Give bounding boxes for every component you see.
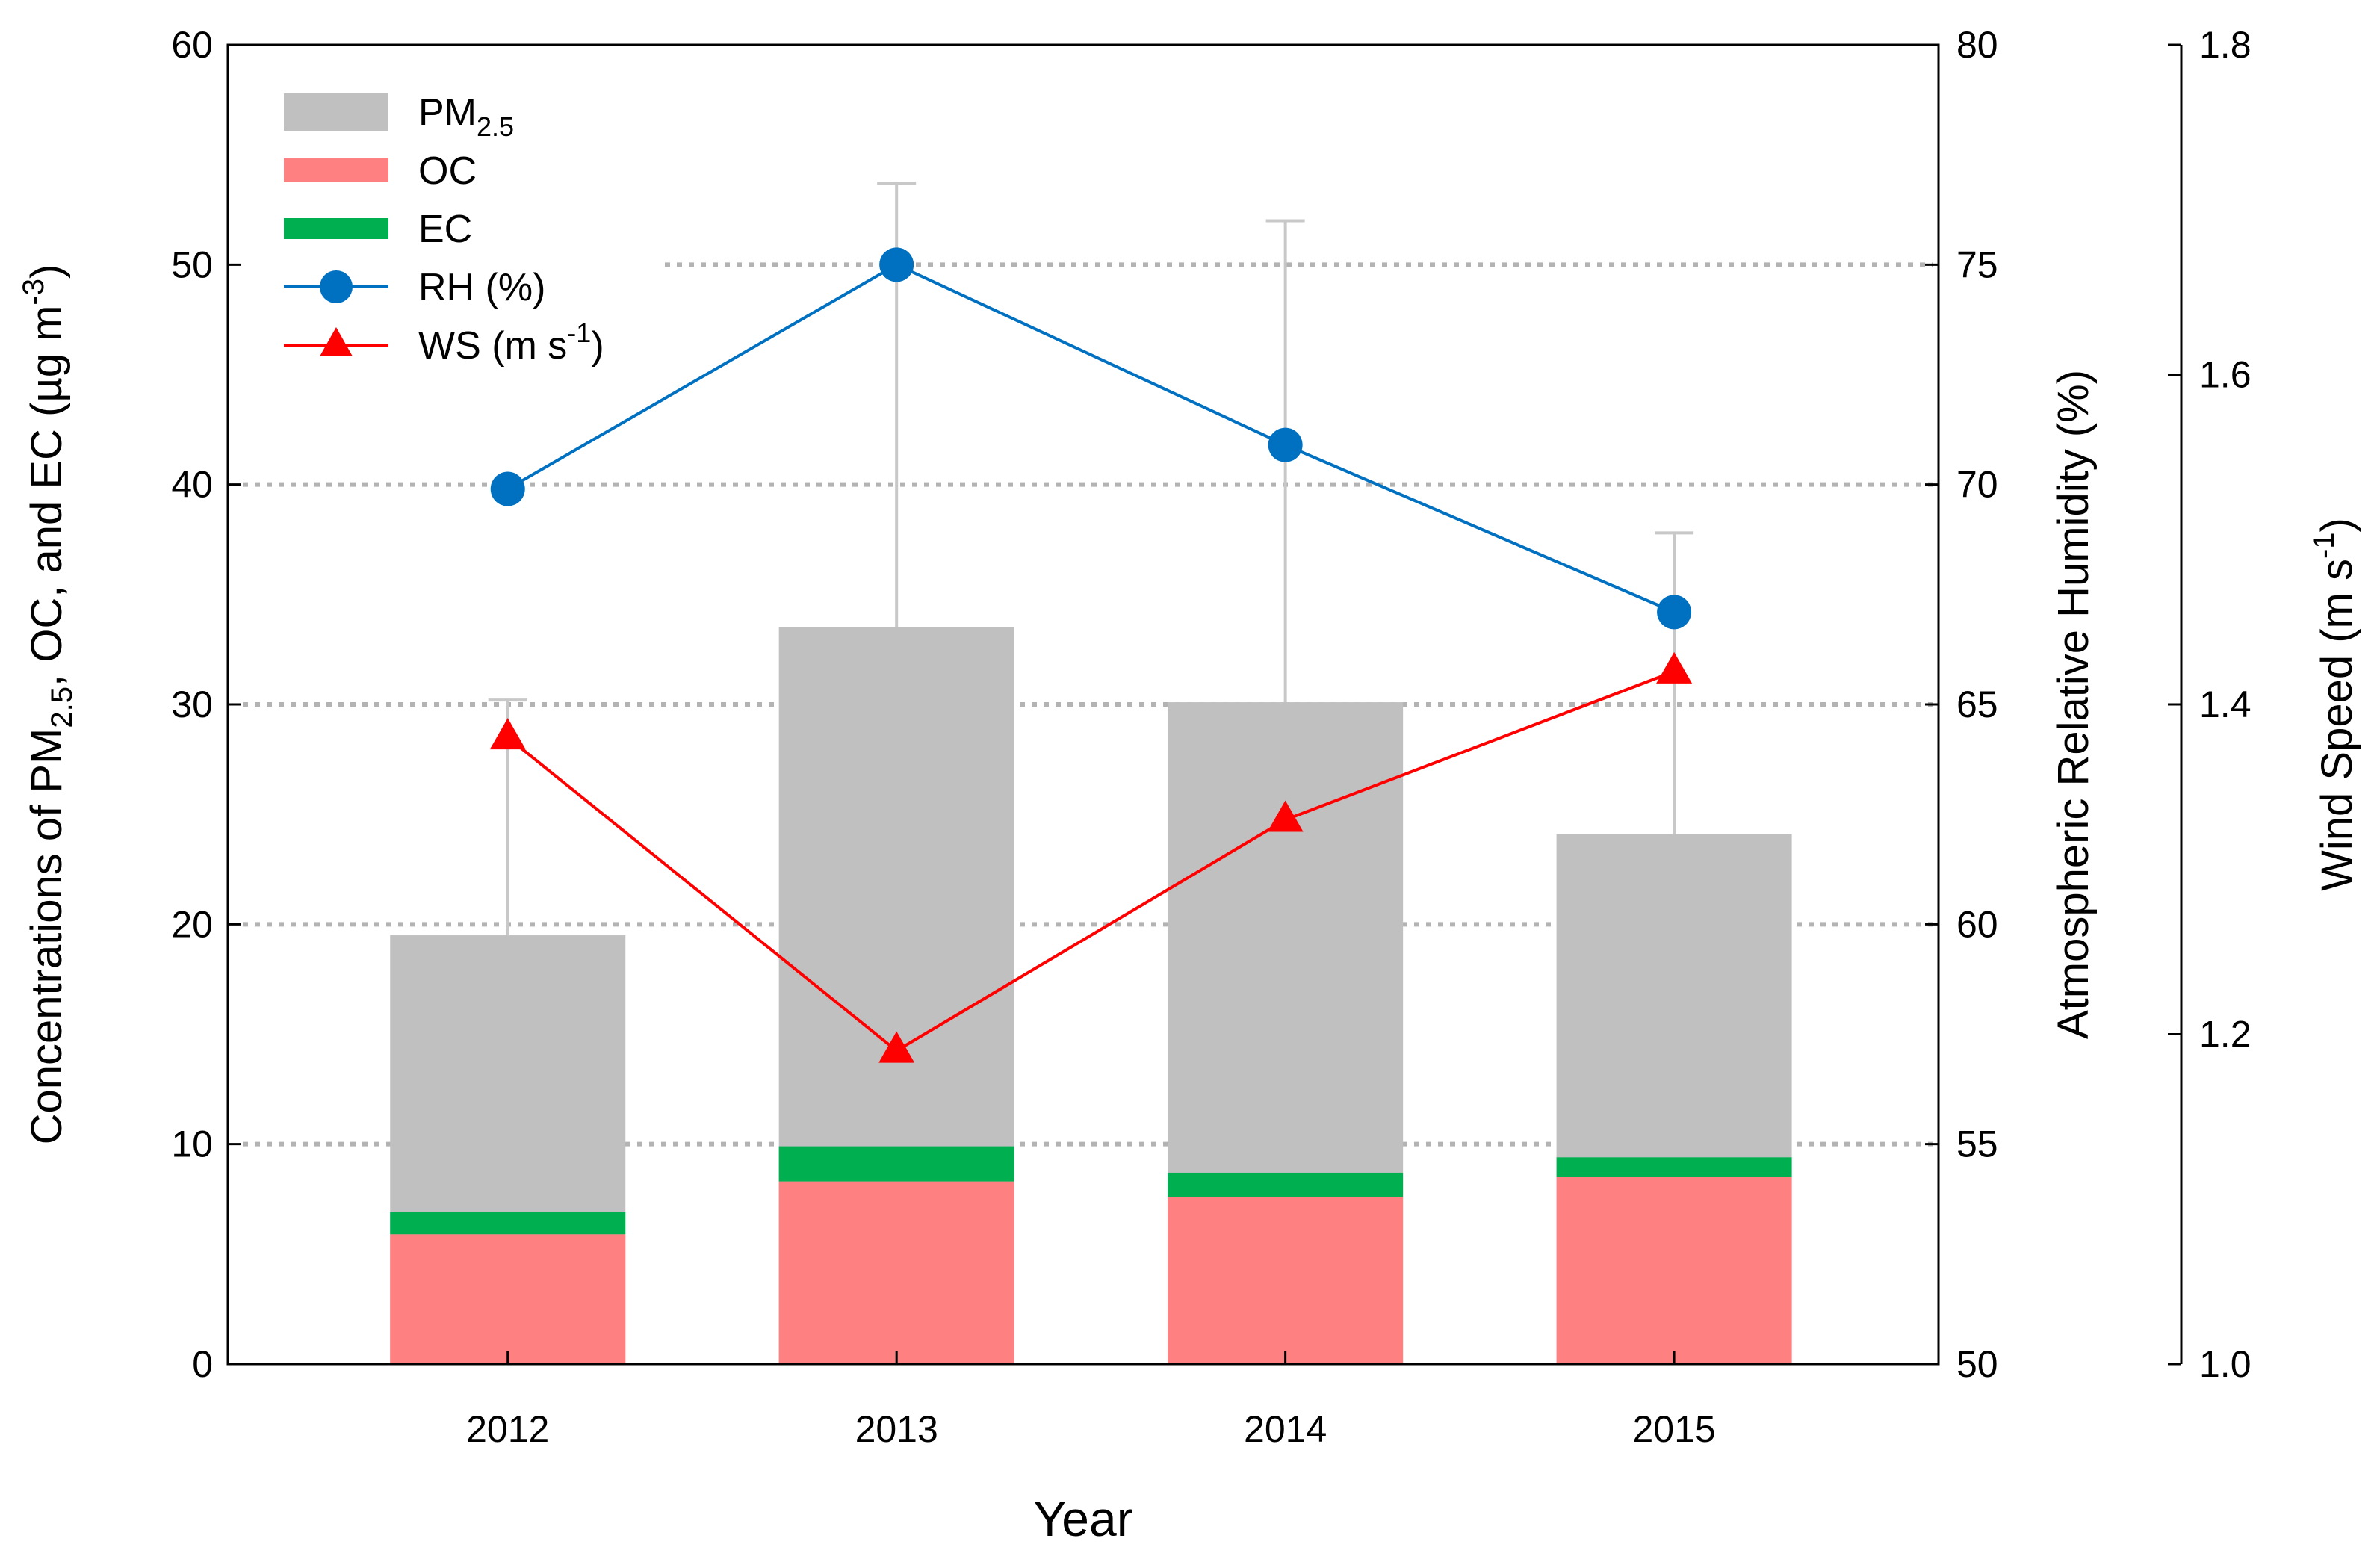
right1-tick-label: 65	[1956, 684, 1998, 725]
x-axis-title: Year	[1033, 1491, 1132, 1546]
right1-tick-label: 80	[1956, 24, 1998, 66]
bar-ec-2014	[1168, 1172, 1404, 1197]
right1-tick-label: 70	[1956, 464, 1998, 506]
left-axis-title: Concentrations of PM2.5, OC, and EC (µg …	[17, 264, 78, 1145]
x-tick-label: 2014	[1244, 1408, 1327, 1450]
right1-tick-label: 60	[1956, 903, 1998, 945]
legend-swatch-pm25	[284, 93, 388, 131]
right2-tick-label: 1.2	[2199, 1014, 2252, 1056]
bar-oc-2015	[1556, 1177, 1792, 1364]
ws-line	[506, 669, 1675, 1053]
error-bars	[488, 182, 1694, 936]
rh-marker-2014	[1268, 427, 1303, 462]
grid-lines	[243, 262, 1933, 1147]
left-tick-label: 60	[171, 24, 213, 66]
legend-marker-ws	[320, 327, 353, 356]
left-tick-label: 50	[171, 244, 213, 285]
legend-marker-rh	[320, 270, 353, 303]
bar-oc-2013	[778, 1181, 1014, 1364]
legend-label: PM2.5	[418, 91, 514, 142]
bar-oc-2012	[390, 1234, 626, 1364]
right-axis-title-humidity: Atmospheric Relative Humidity (%)	[2049, 370, 2098, 1039]
left-tick-label: 30	[171, 684, 213, 725]
rh-marker-2013	[879, 247, 914, 282]
left-tick-label: 0	[192, 1343, 213, 1385]
right-axis-title-wind-speed: Wind Speed (m s-1)	[2308, 518, 2361, 891]
right2-tick-label: 1.6	[2199, 354, 2252, 396]
bar-ec-2012	[390, 1212, 626, 1235]
axis-ticks: 0 10 20 30 40 50 60 50 55 60 65 70 75 80 1.0 1.2 1.4 1.6 1…	[171, 24, 2251, 1450]
right2-tick-label: 1.0	[2199, 1343, 2252, 1385]
right2-tick-label: 1.8	[2199, 24, 2252, 66]
ws-marker-2015	[1656, 651, 1693, 684]
x-tick-label: 2012	[466, 1408, 549, 1450]
legend: PM2.5 OC EC RH (%) WS (m s-1)	[284, 91, 604, 368]
legend-swatch-oc	[284, 158, 388, 182]
legend-swatch-ec	[284, 218, 388, 239]
left-tick-label: 40	[171, 464, 213, 506]
x-tick-label: 2015	[1632, 1408, 1715, 1450]
ws-marker-2014	[1267, 800, 1304, 832]
rh-marker-2012	[490, 471, 525, 506]
rh-marker-2015	[1657, 595, 1692, 630]
line-series	[489, 247, 1693, 1063]
bar-ec-2013	[778, 1146, 1014, 1182]
legend-label: EC	[418, 208, 472, 251]
legend-label: WS (m s-1)	[418, 317, 604, 368]
left-tick-label: 20	[171, 903, 213, 945]
ws-marker-2013	[878, 1031, 915, 1063]
rh-line	[506, 263, 1675, 614]
x-tick-label: 2013	[855, 1408, 938, 1450]
ws-marker-2012	[489, 718, 526, 750]
legend-label: RH (%)	[418, 266, 545, 309]
bar-oc-2014	[1168, 1197, 1404, 1364]
bar-ec-2015	[1556, 1157, 1792, 1177]
right1-tick-label: 50	[1956, 1343, 1998, 1385]
legend-label: OC	[418, 149, 477, 193]
bars	[390, 627, 1792, 1364]
left-tick-label: 10	[171, 1124, 213, 1165]
right1-tick-label: 75	[1956, 244, 1998, 285]
right1-tick-label: 55	[1956, 1124, 1998, 1165]
right2-tick-label: 1.4	[2199, 684, 2252, 725]
